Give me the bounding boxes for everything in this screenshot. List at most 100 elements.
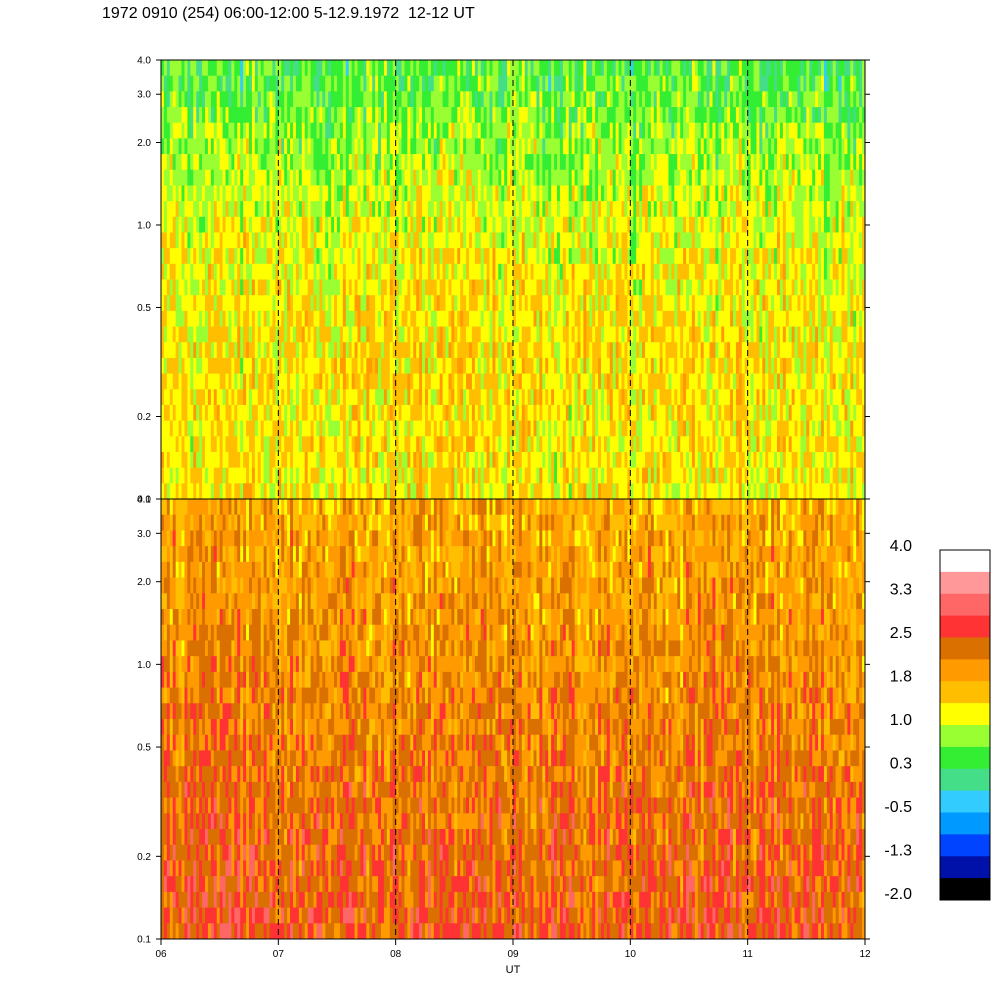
- heatmap-cell: [559, 263, 564, 281]
- heatmap-cell: [606, 420, 611, 437]
- heatmap-cell: [351, 248, 356, 265]
- heatmap-cell: [586, 295, 590, 312]
- heatmap-cell: [571, 216, 576, 234]
- heatmap-cell: [653, 91, 658, 108]
- heatmap-cell: [337, 436, 341, 453]
- heatmap-cell: [161, 216, 165, 234]
- heatmap-cell: [310, 389, 315, 406]
- heatmap-cell: [419, 201, 423, 218]
- heatmap-cell: [310, 107, 315, 124]
- heatmap-cell: [413, 201, 417, 218]
- heatmap-cell: [545, 451, 549, 469]
- heatmap-cell: [190, 342, 194, 359]
- heatmap-cell: [436, 389, 441, 406]
- heatmap-cell: [656, 310, 661, 328]
- heatmap-cell: [295, 122, 300, 139]
- heatmap-cell: [231, 107, 235, 124]
- heatmap-cell: [351, 389, 356, 406]
- heatmap-cell: [592, 279, 596, 296]
- heatmap-cell: [219, 357, 224, 375]
- heatmap-cell: [172, 373, 177, 390]
- heatmap-cell: [175, 154, 180, 171]
- heatmap-cell: [263, 404, 268, 422]
- heatmap-cell: [416, 451, 420, 469]
- heatmap-cell: [363, 232, 367, 249]
- heatmap-cell: [498, 420, 502, 437]
- heatmap-cell: [337, 122, 341, 139]
- heatmap-cell: [545, 279, 549, 296]
- heatmap-cell: [548, 185, 552, 202]
- heatmap-cell: [489, 91, 494, 108]
- heatmap-cell: [196, 169, 200, 187]
- heatmap-cell: [451, 232, 455, 249]
- heatmap-cell: [603, 420, 608, 437]
- heatmap-cell: [386, 263, 391, 281]
- heatmap-cell: [199, 373, 203, 390]
- heatmap-cell: [325, 216, 329, 234]
- heatmap-cell: [624, 357, 628, 375]
- heatmap-cell: [425, 75, 429, 92]
- heatmap-cell: [331, 483, 335, 499]
- heatmap-cell: [301, 451, 306, 469]
- heatmap-cell: [257, 91, 262, 108]
- heatmap-cell: [527, 326, 532, 343]
- heatmap-cell: [548, 483, 552, 499]
- heatmap-cell: [466, 248, 470, 265]
- heatmap-cell: [205, 310, 209, 328]
- heatmap-cell: [278, 342, 282, 359]
- heatmap-cell: [615, 357, 620, 375]
- heatmap-cell: [287, 138, 291, 155]
- heatmap-cell: [683, 185, 687, 202]
- heatmap-cell: [190, 107, 194, 124]
- heatmap-cell: [202, 263, 206, 281]
- heatmap-cell: [322, 357, 326, 375]
- heatmap-cell: [557, 263, 561, 281]
- heatmap-cell: [366, 154, 370, 171]
- heatmap-cell: [404, 248, 408, 265]
- heatmap-cell: [650, 154, 655, 171]
- heatmap-cell: [163, 154, 168, 171]
- heatmap-cell: [169, 483, 174, 499]
- heatmap-cell: [234, 122, 238, 139]
- heatmap-cell: [237, 483, 241, 499]
- heatmap-cell: [383, 279, 388, 296]
- heatmap-cell: [378, 60, 382, 77]
- heatmap-cell: [284, 201, 288, 218]
- heatmap-cell: [486, 295, 491, 312]
- heatmap-cell: [310, 248, 315, 265]
- heatmap-cell: [293, 357, 297, 375]
- heatmap-cell: [574, 185, 579, 202]
- heatmap-cell: [671, 436, 675, 453]
- heatmap-cell: [504, 467, 508, 484]
- heatmap-cell: [480, 91, 485, 108]
- heatmap-cell: [515, 154, 520, 171]
- heatmap-cell: [524, 326, 529, 343]
- heatmap-cell: [199, 91, 203, 108]
- heatmap-cell: [612, 201, 617, 218]
- heatmap-cell: [524, 404, 529, 422]
- heatmap-cell: [357, 295, 362, 312]
- heatmap-cell: [389, 91, 394, 108]
- heatmap-cell: [601, 138, 605, 155]
- heatmap-cell: [257, 232, 262, 249]
- heatmap-cell: [304, 451, 309, 469]
- heatmap-cell: [439, 420, 444, 437]
- heatmap-cell: [222, 138, 227, 155]
- heatmap-cell: [257, 60, 262, 77]
- heatmap-cell: [524, 91, 529, 108]
- heatmap-cell: [184, 342, 188, 359]
- heatmap-cell: [339, 483, 344, 499]
- heatmap-cell: [501, 75, 505, 92]
- heatmap-cell: [612, 404, 617, 422]
- heatmap-cell: [163, 107, 168, 124]
- heatmap-cell: [378, 122, 382, 139]
- heatmap-cell: [257, 436, 262, 453]
- heatmap-cell: [674, 373, 678, 390]
- heatmap-cell: [436, 232, 441, 249]
- heatmap-cell: [175, 91, 180, 108]
- heatmap-cell: [618, 404, 623, 422]
- heatmap-cell: [222, 91, 227, 108]
- heatmap-cell: [489, 373, 494, 390]
- heatmap-cell: [433, 75, 438, 92]
